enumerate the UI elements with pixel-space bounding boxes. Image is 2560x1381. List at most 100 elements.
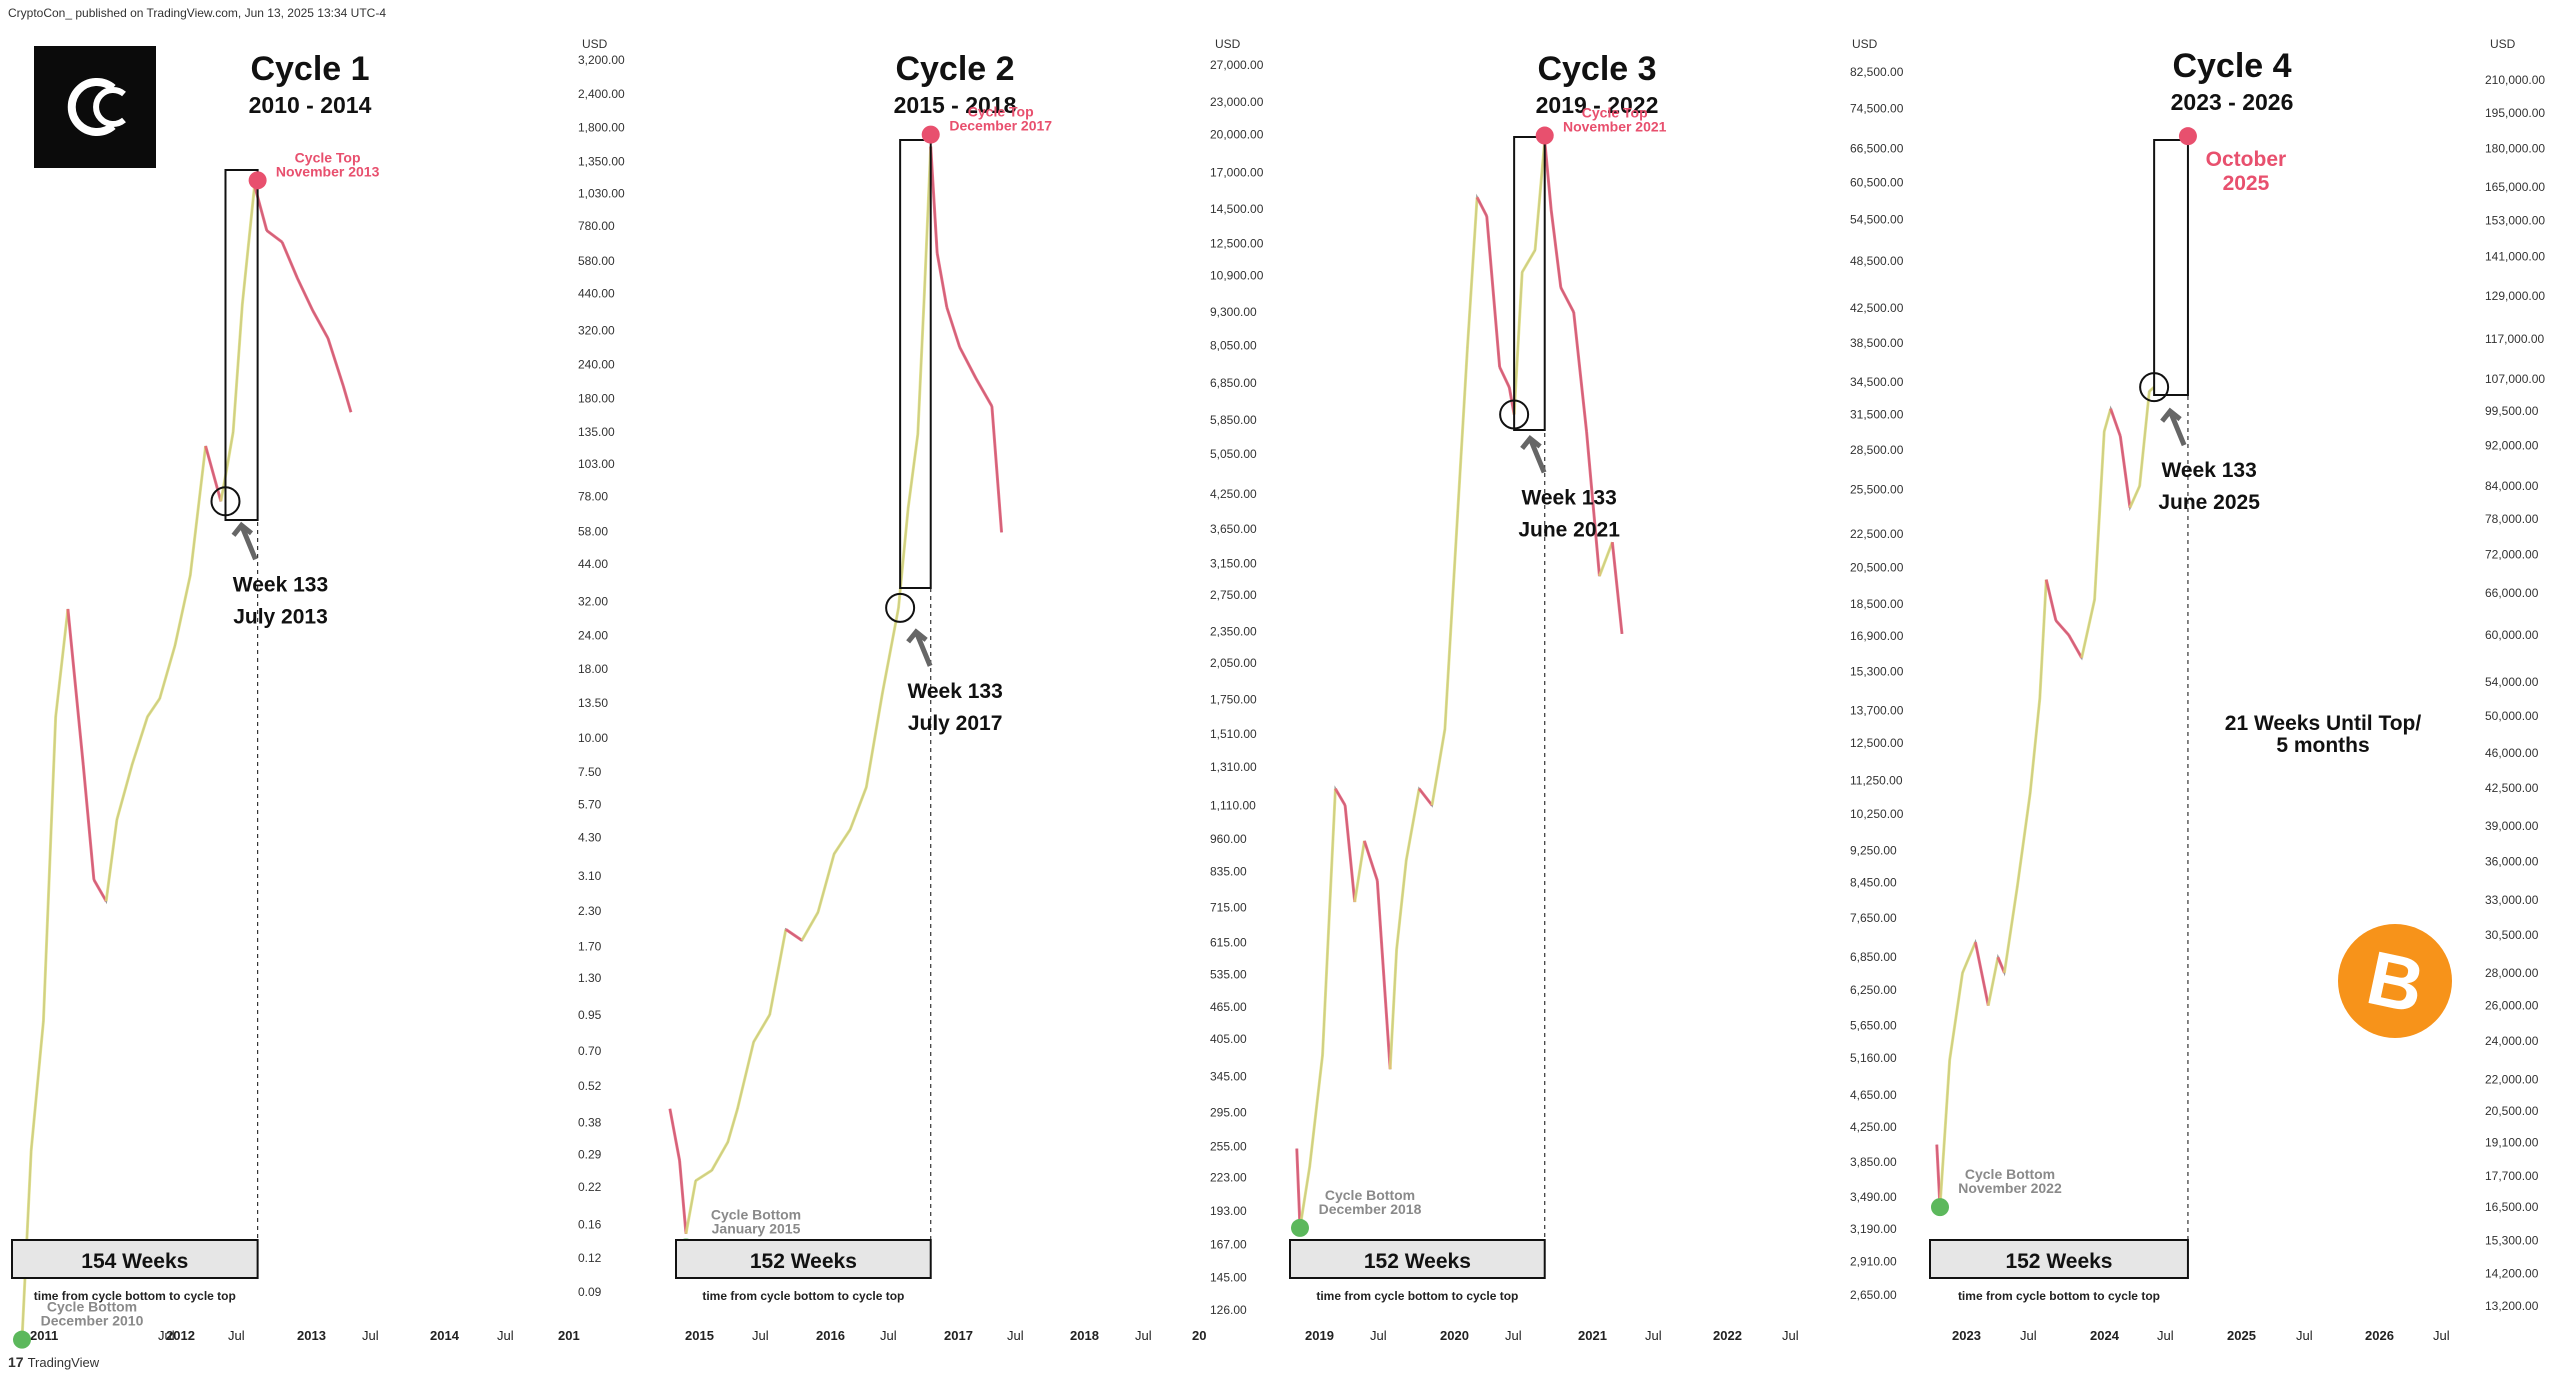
price-tick-label: 2,650.00 [1850, 1288, 1897, 1302]
price-tick-label: 11,250.00 [1850, 774, 1903, 788]
cycle-top-label: Cycle Top [1582, 105, 1648, 121]
price-segment [158, 645, 177, 700]
cycle-top-marker [1535, 126, 1554, 145]
price-segment [1334, 787, 1347, 807]
price-tick-label: 3,490.00 [1850, 1190, 1897, 1204]
price-tick-label: 22,000.00 [2485, 1073, 2539, 1087]
time-tick-label: 2026 [2365, 1328, 2394, 1343]
price-segment [1308, 1055, 1325, 1167]
price-tick-label: 0.95 [578, 1008, 602, 1022]
price-series-line [21, 185, 352, 1340]
cycle-bottom-label: Cycle Bottom [1325, 1187, 1415, 1203]
price-segment [188, 445, 208, 576]
price-tick-label: 4,650.00 [1850, 1088, 1897, 1102]
price-segment [130, 716, 149, 765]
week133-date: July 2017 [908, 712, 1003, 735]
price-segment [1973, 941, 1990, 1006]
price-tick-label: 10.00 [578, 731, 608, 745]
price-segment [1498, 366, 1511, 388]
price-segment [2118, 435, 2132, 508]
cycle-bottom-date: November 2022 [1958, 1180, 2062, 1196]
price-segment [1430, 729, 1447, 806]
price-segment [726, 1108, 739, 1143]
weeks-until-top-note: 21 Weeks Until Top/ [2225, 712, 2422, 735]
weeks-until-top-note: 5 months [2276, 734, 2369, 757]
price-series-line [1295, 140, 1623, 1229]
cycle-4-panel: USD 210,000.00 195,000.00 180,000.00 165,000… [1929, 37, 2545, 1343]
price-segment [1417, 787, 1434, 807]
price-tick-label: 0.09 [578, 1285, 602, 1299]
time-tick-label: Jul [752, 1328, 769, 1343]
weeks-duration-box [1929, 1239, 2189, 1279]
price-segment [990, 406, 1004, 533]
price-tick-label: 1,510.00 [1210, 727, 1257, 741]
weeks-duration-label: 152 Weeks [1364, 1250, 1471, 1273]
week133-arrow-icon [906, 628, 933, 667]
price-tick-label: 1,310.00 [1210, 760, 1257, 774]
cycle-years: 2023 - 2026 [2171, 89, 2294, 115]
cycle-bottom-date: December 2010 [41, 1313, 144, 1329]
week133-marker [210, 486, 241, 517]
week133-label: Week 133 [2161, 459, 2256, 482]
price-tick-label: 30,500.00 [2485, 928, 2539, 942]
cycle-top-marker [921, 125, 940, 144]
price-segment [1465, 197, 1479, 348]
price-segment [800, 911, 820, 942]
price-segment [341, 385, 353, 413]
price-segment [736, 1041, 756, 1110]
cycle-3-panel: USD 82,500.00 74,500.00 66,500.00 60,500.00 5… [1289, 37, 1904, 1343]
price-tick-label: 223.00 [1210, 1171, 1247, 1185]
price-segment [1559, 286, 1576, 313]
price-segment [296, 277, 315, 312]
price-tick-label: 54,500.00 [1850, 212, 1904, 226]
cryptocon-logo-icon [34, 46, 156, 168]
price-tick-label: 20,500.00 [1850, 560, 1904, 574]
price-segment [1395, 859, 1408, 950]
price-segment [265, 229, 284, 244]
currency-label: USD [1215, 37, 1241, 51]
price-tick-label: 27,000.00 [1210, 58, 1264, 72]
time-tick-label: 2017 [944, 1328, 973, 1343]
price-segment [2093, 431, 2106, 600]
price-tick-label: 153,000.00 [2485, 213, 2545, 227]
cycle-bottom-date: December 2018 [1319, 1201, 1422, 1217]
price-tick-label: 84,000.00 [2485, 479, 2539, 493]
time-tick-label: Jul [1782, 1328, 1799, 1343]
tradingview-label: TradingView [27, 1355, 100, 1370]
price-tick-label: 28,500.00 [1850, 443, 1904, 457]
time-tick-label: 2015 [685, 1328, 714, 1343]
price-tick-label: 0.70 [578, 1044, 602, 1058]
price-tick-label: 39,000.00 [2485, 819, 2539, 833]
week133-date: July 2013 [233, 605, 328, 628]
tradingview-footer: 17 TradingView [8, 1354, 99, 1370]
cycle-title: Cycle 2 [895, 50, 1014, 88]
price-tick-label: 141,000.00 [2485, 250, 2545, 264]
price-segment [2038, 579, 2048, 699]
cycle-title: Cycle 1 [250, 50, 369, 88]
price-tick-label: 20,500.00 [2485, 1104, 2539, 1118]
time-tick-label: Jul [158, 1328, 175, 1343]
price-tick-label: 5,160.00 [1850, 1051, 1897, 1065]
price-tick-label: 320.00 [578, 324, 615, 338]
price-tick-label: 126.00 [1210, 1303, 1247, 1317]
price-tick-label: 5.70 [578, 797, 602, 811]
price-segment [668, 1108, 682, 1161]
price-tick-label: 66,500.00 [1850, 142, 1904, 156]
weeks-caption: time from cycle bottom to cycle top [702, 1289, 904, 1303]
price-segment [974, 377, 994, 408]
price-tick-label: 4.30 [578, 830, 602, 844]
cycle-top-marker [248, 171, 267, 190]
currency-label: USD [1852, 37, 1878, 51]
time-tick-label: 2024 [2090, 1328, 2120, 1343]
price-segment [784, 928, 803, 942]
price-tick-label: 10,250.00 [1850, 807, 1904, 821]
time-tick-label: 2020 [1440, 1328, 1469, 1343]
price-tick-label: 60,000.00 [2485, 628, 2539, 642]
cycle-title: Cycle 4 [2172, 47, 2291, 85]
price-tick-label: 16,900.00 [1850, 629, 1904, 643]
price-tick-label: 440.00 [578, 286, 615, 300]
weeks-caption: time from cycle bottom to cycle top [34, 1289, 236, 1303]
price-tick-label: 2.30 [578, 904, 602, 918]
time-tick-label: 2023 [1952, 1328, 1981, 1343]
price-segment [929, 146, 939, 254]
